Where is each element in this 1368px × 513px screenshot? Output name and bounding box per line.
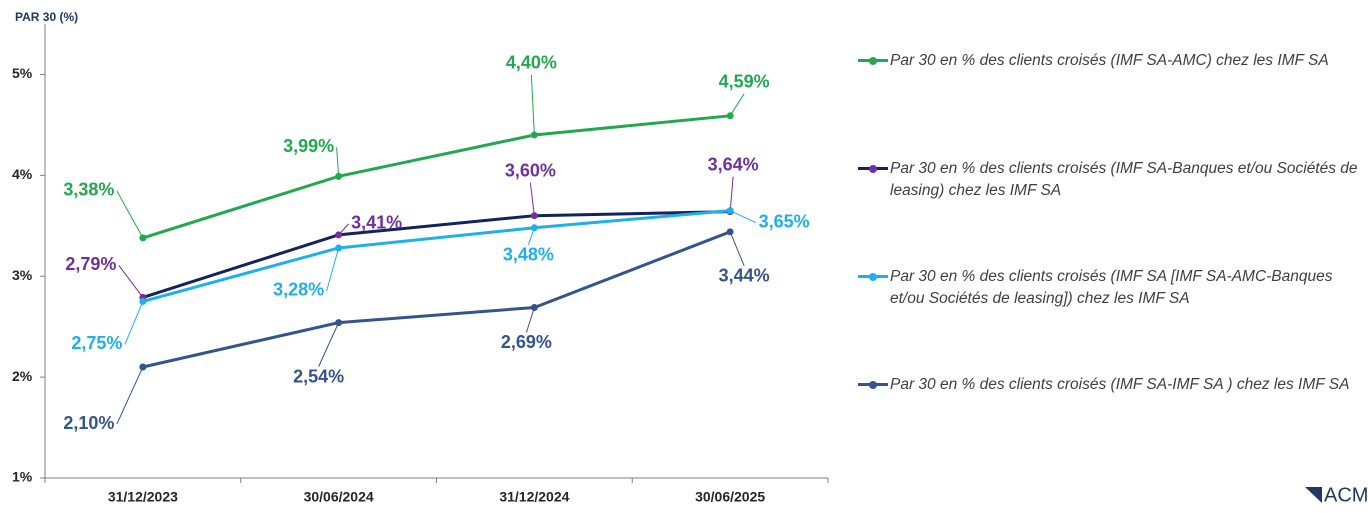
marker	[726, 207, 734, 215]
logo: ACM	[1324, 484, 1368, 506]
x-tick-label: 30/06/2025	[695, 489, 765, 505]
marker	[139, 234, 147, 242]
marker	[139, 297, 147, 305]
x-tick-label: 31/12/2023	[108, 489, 178, 505]
marker	[726, 228, 734, 236]
marker	[139, 363, 147, 371]
legend-label: Par 30 en % des clients croisés (IMF SA-…	[890, 376, 1350, 393]
legend-label: Par 30 en % des clients croisés (IMF SA …	[890, 268, 1333, 307]
leader-line	[729, 231, 745, 267]
data-label: 2,69%	[501, 332, 552, 352]
marker	[530, 131, 538, 139]
marker	[530, 212, 538, 220]
legend-entry: Par 30 en % des clients croisés (IMF SA …	[858, 266, 1358, 310]
data-label: 3,60%	[505, 160, 556, 180]
legend-entry: Par 30 en % des clients croisés (IMF SA-…	[858, 50, 1358, 72]
data-label: 2,75%	[71, 333, 122, 353]
x-tick-label: 31/12/2024	[499, 489, 569, 505]
marker	[335, 244, 343, 252]
leader-line	[525, 307, 535, 333]
marker	[530, 224, 538, 232]
data-label: 3,64%	[708, 154, 759, 174]
leader-line	[530, 74, 535, 136]
leader-line	[124, 301, 144, 345]
data-label: 2,79%	[65, 254, 116, 274]
leader-line	[326, 247, 340, 292]
series-line	[142, 114, 731, 240]
leader-line	[318, 322, 340, 367]
data-label: 3,28%	[273, 280, 324, 300]
series-line	[142, 209, 731, 303]
marker	[726, 112, 734, 120]
legend-entry: Par 30 en % des clients croisés (IMF SA-…	[858, 374, 1358, 396]
y-axis-title: PAR 30 (%)	[15, 10, 78, 24]
data-label: 3,48%	[503, 245, 554, 265]
leader-line	[529, 182, 535, 216]
data-label: 4,59%	[719, 72, 770, 92]
data-label: 3,44%	[719, 266, 770, 286]
legend-swatch	[858, 266, 888, 284]
y-tick-label: 2%	[12, 368, 33, 384]
x-tick-label: 30/06/2024	[304, 489, 374, 505]
legend-entry: Par 30 en % des clients croisés (IMF SA-…	[858, 158, 1358, 202]
data-label: 2,54%	[293, 366, 344, 386]
legend-swatch	[858, 50, 888, 68]
leader-line	[116, 366, 144, 425]
data-label: 3,99%	[283, 136, 334, 156]
leader-line	[729, 176, 734, 212]
y-tick-label: 1%	[12, 469, 33, 485]
series-line	[142, 210, 731, 299]
data-label: 3,65%	[759, 211, 810, 231]
y-tick-label: 4%	[12, 166, 33, 182]
data-label: 2,10%	[63, 413, 114, 433]
legend-swatch	[858, 158, 888, 176]
marker	[335, 231, 343, 239]
series-line	[142, 230, 731, 369]
marker	[335, 319, 343, 327]
data-label: 4,40%	[506, 53, 557, 73]
marker	[530, 303, 538, 311]
leader-line	[336, 147, 340, 177]
y-tick-label: 3%	[12, 267, 33, 283]
y-tick-label: 5%	[12, 65, 33, 81]
legend-label: Par 30 en % des clients croisés (IMF SA-…	[890, 160, 1358, 199]
logo-icon	[1305, 487, 1322, 503]
leader-line	[116, 190, 144, 239]
leader-line	[729, 93, 745, 117]
leader-line	[729, 210, 757, 224]
leader-line	[118, 265, 144, 298]
data-label: 3,41%	[351, 213, 402, 233]
legend-label: Par 30 en % des clients croisés (IMF SA-…	[890, 52, 1329, 69]
legend-swatch	[858, 374, 888, 392]
data-label: 3,38%	[63, 180, 114, 200]
marker	[335, 172, 343, 180]
